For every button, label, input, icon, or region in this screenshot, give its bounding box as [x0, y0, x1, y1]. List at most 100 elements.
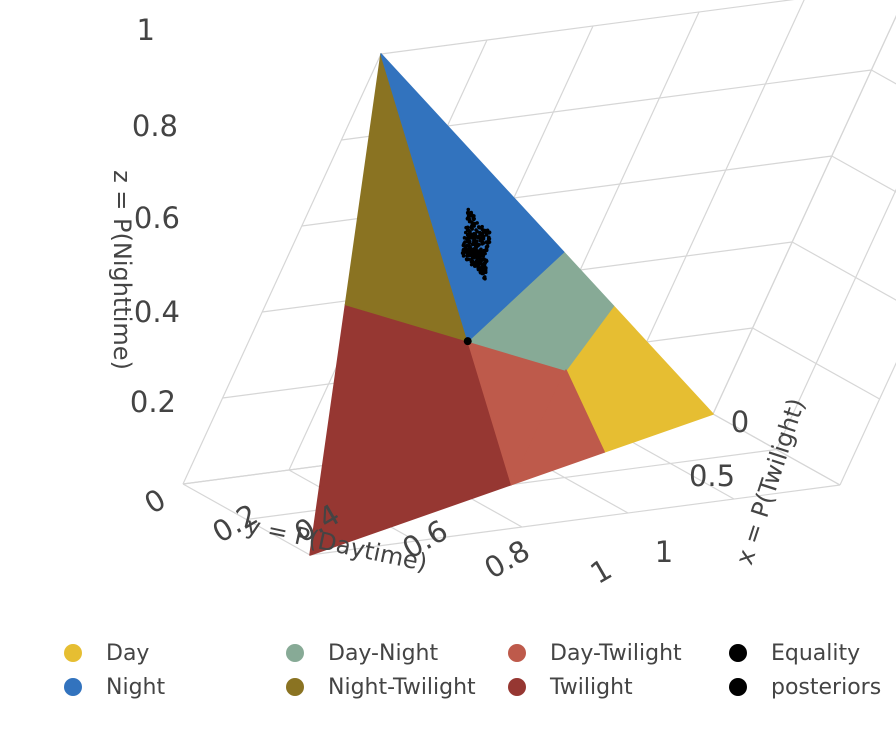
z-tick-label: 1 [137, 13, 155, 47]
posterior-point [472, 238, 476, 242]
posterior-point [483, 270, 488, 275]
posterior-point [461, 251, 466, 256]
legend-label: posteriors [771, 674, 882, 700]
equality-point [463, 337, 472, 346]
posterior-point [475, 254, 480, 259]
y-tick-label: 0 [139, 482, 172, 521]
legend-label: Equality [771, 640, 861, 666]
posterior-point [466, 215, 471, 220]
legend-swatch [64, 644, 82, 662]
x-tick-label: 0 [731, 405, 749, 439]
posterior-point [464, 250, 469, 255]
y-tick-label: 1 [585, 552, 618, 591]
legend-item[interactable]: Night-Twilight [286, 672, 476, 702]
legend-item[interactable]: Day-Twilight [508, 638, 682, 668]
posterior-point [466, 228, 471, 233]
posterior-point [466, 232, 470, 237]
legend-swatch [286, 678, 304, 696]
legend-label: Day-Night [328, 640, 439, 666]
posterior-point [464, 225, 468, 230]
legend-swatch [508, 678, 526, 696]
z-tick-label: 0.2 [130, 385, 176, 419]
posterior-point [472, 247, 476, 251]
legend-item[interactable]: Day [64, 638, 149, 668]
posterior-point [467, 219, 472, 224]
posterior-point [476, 242, 480, 247]
posterior-point [482, 228, 487, 233]
region-day-twilight-edge [510, 369, 605, 486]
posterior-point [466, 237, 471, 241]
back-wall-gridline [712, 15, 896, 415]
posterior-point [478, 238, 483, 243]
posterior-point [475, 263, 480, 267]
posterior-point [476, 225, 481, 229]
side-wall-gridline [712, 15, 896, 415]
posterior-point [461, 247, 466, 252]
posterior-point [472, 255, 476, 260]
side-wall-gridline [871, 69, 896, 85]
posterior-point [485, 228, 490, 233]
legend-label: Twilight [550, 674, 633, 700]
back-wall-gridline [380, 0, 795, 55]
posterior-point [477, 249, 482, 253]
posterior-point [479, 266, 484, 271]
legend-item[interactable]: Twilight [508, 672, 633, 702]
legend-swatch [286, 644, 304, 662]
x-tick-label: 1 [655, 535, 673, 569]
posterior-point [465, 243, 469, 248]
posterior-point [485, 244, 490, 249]
legend-swatch [64, 678, 82, 696]
side-wall-gridline [791, 241, 896, 301]
z-tick-label: 0.8 [132, 109, 178, 143]
x-tick-label: 0.5 [689, 459, 735, 493]
legend-swatch [729, 644, 747, 662]
point-markers [460, 207, 492, 346]
posterior-point [469, 224, 474, 228]
legend-label: Night [106, 674, 166, 700]
posterior-point [470, 227, 474, 231]
posterior-point [468, 252, 473, 256]
posterior-point [480, 264, 485, 268]
side-wall-gridline [839, 361, 896, 486]
posterior-point [472, 221, 477, 226]
ternary-3d-plot[interactable]: 0.20.40.60.810 0.2 0.4 0.6 0.8 100.51 z = P(N… [0, 0, 896, 600]
posterior-point [479, 258, 484, 263]
back-wall-gridline [182, 53, 382, 485]
posterior-point [482, 275, 487, 279]
legend-swatch [508, 644, 526, 662]
posterior-point [484, 233, 489, 237]
legend-item[interactable]: posteriors [729, 672, 881, 702]
posterior-point [487, 236, 492, 241]
z-axis-title: z = P(Nighttime) [108, 170, 136, 370]
side-wall-gridline [775, 188, 896, 450]
legend: Day Day-Night Day-Twilight Equality Night Nig… [0, 636, 896, 716]
legend-swatch [729, 678, 747, 696]
posterior-point [464, 257, 469, 261]
posterior-point [484, 266, 488, 270]
region-night [380, 53, 565, 342]
legend-item[interactable]: Night [64, 672, 165, 702]
probability-regions [309, 53, 714, 556]
posterior-point [481, 253, 486, 258]
posterior-point [461, 243, 466, 248]
posterior-point [471, 215, 476, 219]
posterior-point [466, 207, 471, 212]
posterior-point [480, 271, 485, 276]
posterior-point [478, 230, 482, 235]
side-wall-gridline [752, 327, 880, 400]
posterior-point [469, 247, 473, 252]
posterior-point [484, 248, 489, 253]
y-tick-label: 0.8 [479, 533, 536, 586]
side-wall-gridline [831, 155, 896, 193]
posterior-point [484, 259, 489, 263]
posterior-point [471, 233, 476, 238]
z-tick-label: 0.6 [134, 201, 180, 235]
legend-item[interactable]: Equality [729, 638, 860, 668]
legend-label: Day-Twilight [550, 640, 682, 666]
floor-gridline [309, 484, 841, 556]
legend-label: Day [106, 640, 150, 666]
legend-item[interactable]: Day-Night [286, 638, 438, 668]
z-tick-label: 0.4 [134, 295, 180, 329]
posterior-point [480, 250, 484, 255]
legend-label: Night-Twilight [328, 674, 476, 700]
